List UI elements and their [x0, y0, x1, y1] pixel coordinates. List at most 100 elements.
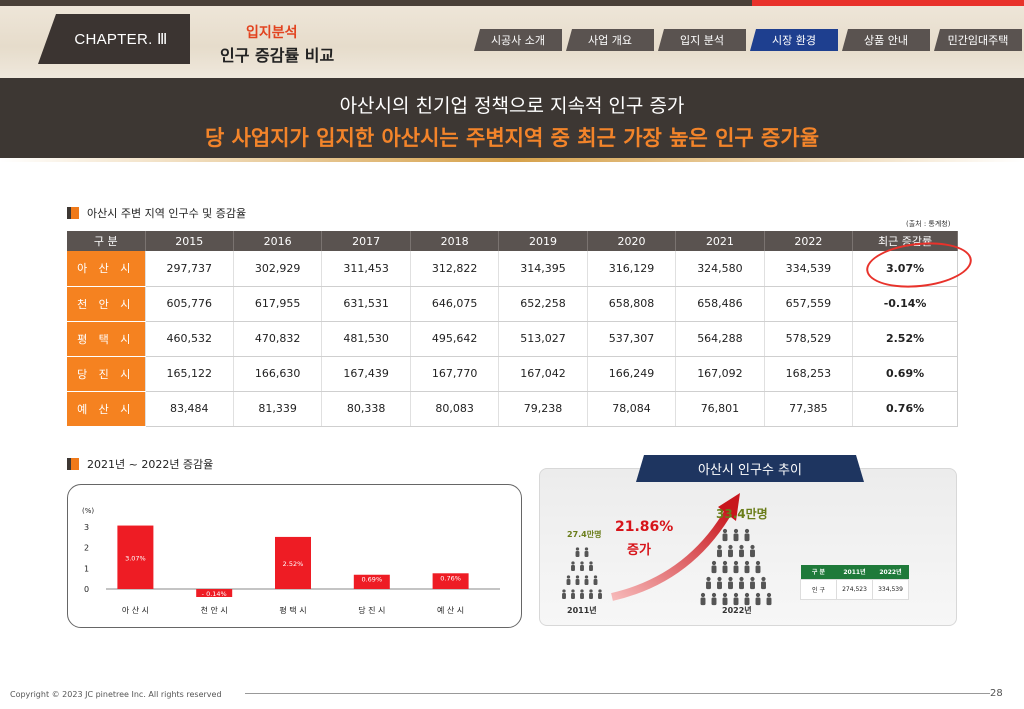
population-cell: 658,486	[675, 286, 765, 322]
population-cell: 652,258	[498, 286, 588, 322]
population-cell: 646,075	[410, 286, 500, 322]
source-note: (출처 : 통계청)	[906, 220, 951, 228]
bar-value-label: 2.52%	[283, 560, 304, 568]
population-cell: 657,559	[764, 286, 854, 322]
pop-2022-label: 33.4만명	[716, 507, 768, 521]
asan-summary-table: 구 분 2011년 2022년 인 구 274,523 334,539	[800, 565, 909, 600]
table-row: 예 산 시 83,484 81,339 80,338 80,083 79,238 78,08…	[67, 391, 958, 427]
table-heading: 아산시 주변 지역 인구수 및 증감율	[67, 205, 246, 221]
summary-header-label: 구 분	[800, 565, 837, 579]
chapter-label: CHAPTER. Ⅲ	[38, 14, 190, 64]
asan-trend-panel	[539, 468, 957, 626]
table-header-row: 구 분 2015 2016 2017 2018 2019 2020 2021 2022 최근 증감…	[67, 231, 958, 251]
population-cell: 312,822	[410, 251, 500, 287]
region-name: 천 안 시	[67, 286, 146, 322]
y-axis-unit: (%)	[82, 507, 94, 515]
table-row: 평 택 시 460,532 470,832 481,530 495,642 513,027…	[67, 321, 958, 357]
population-cell: 167,042	[498, 356, 588, 392]
x-tick-label: 평 택 시	[279, 605, 306, 615]
region-name: 당 진 시	[67, 356, 146, 392]
headline-line2: 당 사업지가 입지한 아산시는 주변지역 중 최근 가장 높은 인구 증가율	[204, 126, 820, 150]
summary-header-2022: 2022년	[872, 565, 909, 579]
column-header-year: 2020	[587, 231, 677, 251]
column-header-year: 2022	[764, 231, 854, 251]
population-cell: 495,642	[410, 321, 500, 357]
bar	[353, 574, 390, 589]
bar-value-label: 3.07%	[125, 554, 146, 562]
growth-percent: 21.86%	[615, 519, 674, 535]
nav-tab-product[interactable]: 상품 안내	[842, 29, 930, 51]
people-group-2011-icon	[562, 547, 602, 599]
population-cell: 631,531	[321, 286, 411, 322]
table-row: 당 진 시 165,122 166,630 167,439 167,770 167,042…	[67, 356, 958, 392]
rate-cell: 2.52%	[852, 321, 958, 357]
rate-cell: 0.69%	[852, 356, 958, 392]
growth-arrow-icon	[611, 507, 734, 601]
y-tick-label: 2	[84, 544, 89, 553]
bar	[275, 536, 311, 589]
arrow-head-icon	[718, 493, 740, 521]
headline-banner: 아산시의 친기업 정책으로 지속적 인구 증가 당 사업지가 입지한 아산시는 …	[0, 78, 1024, 158]
population-cell: 297,737	[145, 251, 234, 287]
population-cell: 167,770	[410, 356, 500, 392]
population-cell: 166,630	[233, 356, 323, 392]
nav-tab-location[interactable]: 입지 분석	[658, 29, 746, 51]
population-cell: 537,307	[587, 321, 677, 357]
population-cell: 470,832	[233, 321, 323, 357]
population-table: 구 분 2015 2016 2017 2018 2019 2020 2021 2022 최근 증감…	[67, 231, 958, 427]
population-cell: 166,249	[587, 356, 677, 392]
nav-tab-project[interactable]: 사업 개요	[566, 29, 654, 51]
header: CHAPTER. Ⅲ 입지분석 인구 증감률 비교 시공사 소개 사업 개요 입…	[0, 0, 1024, 78]
chart-heading-text: 2021년 ~ 2022년 증감율	[87, 458, 214, 471]
population-cell: 80,083	[410, 391, 500, 427]
people-group-2022-icon	[700, 528, 772, 606]
section-title: 인구 증감률 비교	[220, 46, 335, 65]
bullet-square-icon	[67, 207, 79, 219]
population-cell: 460,532	[145, 321, 234, 357]
population-cell: 324,580	[675, 251, 765, 287]
population-cell: 311,453	[321, 251, 411, 287]
population-cell: 76,801	[675, 391, 765, 427]
nav-tab-company[interactable]: 시공사 소개	[474, 29, 562, 51]
top-nav: 시공사 소개 사업 개요 입지 분석 시장 환경 상품 안내 민간임대주택	[474, 29, 1022, 51]
population-cell: 314,395	[498, 251, 588, 287]
bar-value-label: 0.76%	[440, 574, 461, 582]
x-tick-label: 아 산 시	[122, 605, 149, 615]
population-cell: 165,122	[145, 356, 234, 392]
column-header-year: 2019	[498, 231, 588, 251]
population-cell: 302,929	[233, 251, 323, 287]
population-cell: 658,808	[587, 286, 677, 322]
nav-tab-rental[interactable]: 민간임대주택	[934, 29, 1022, 51]
headline-line1: 아산시의 친기업 정책으로 지속적 인구 증가	[339, 95, 685, 117]
population-cell: 605,776	[145, 286, 234, 322]
chart-heading: 2021년 ~ 2022년 증감율	[67, 456, 213, 472]
population-cell: 481,530	[321, 321, 411, 357]
top-bar	[0, 0, 1024, 6]
population-illustration	[562, 493, 772, 606]
summary-row-label: 인 구	[800, 578, 837, 600]
summary-value-2011: 274,523	[836, 578, 873, 600]
footer-divider	[245, 693, 990, 694]
x-tick-label: 천 안 시	[201, 605, 228, 615]
column-header-rate: 최근 증감률	[852, 231, 958, 251]
column-header-year: 2017	[321, 231, 411, 251]
population-cell: 77,385	[764, 391, 854, 427]
bullet-square-icon	[67, 458, 79, 470]
y-tick-label: 1	[84, 564, 89, 573]
x-tick-label: 예 산 시	[437, 605, 464, 615]
region-name: 평 택 시	[67, 321, 146, 357]
summary-header-2011: 2011년	[836, 565, 873, 579]
summary-value-2022: 334,539	[872, 578, 909, 600]
population-cell: 81,339	[233, 391, 323, 427]
top-bar-accent	[752, 0, 1024, 6]
population-cell: 513,027	[498, 321, 588, 357]
rate-cell: -0.14%	[852, 286, 958, 322]
population-cell: 83,484	[145, 391, 234, 427]
section-subtitle: 입지분석	[246, 25, 298, 41]
growth-chart-panel: (%) 3 2 1 0 3.07% 아 산 시 - 0.14% 천 안 시 2.52% 평 택 시 0…	[67, 484, 522, 628]
nav-tab-market[interactable]: 시장 환경	[750, 29, 838, 51]
population-cell: 617,955	[233, 286, 323, 322]
column-header-year: 2015	[145, 231, 234, 251]
growth-bar-chart: (%) 3 2 1 0 3.07% 아 산 시 - 0.14% 천 안 시 2.52% 평 택 시 0…	[82, 507, 500, 615]
column-header-year: 2021	[675, 231, 765, 251]
